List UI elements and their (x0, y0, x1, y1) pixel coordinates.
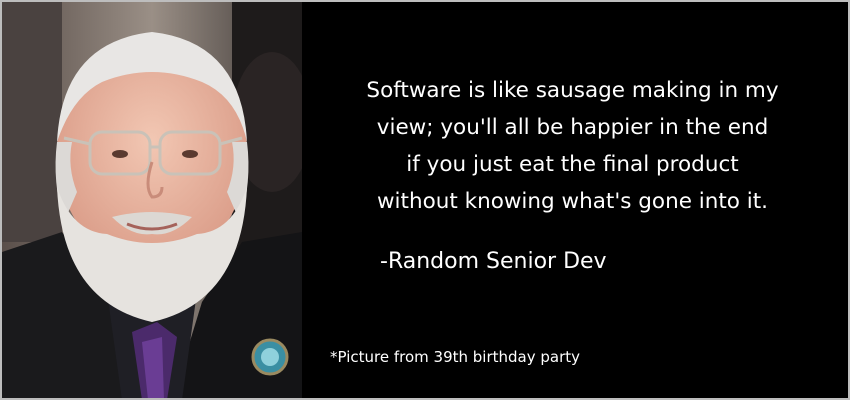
quote-line: Software is like sausage making in my (366, 78, 779, 103)
quote-text: Software is like sausage making in my vi… (320, 72, 825, 220)
quote-line: if you just eat the final product (406, 152, 739, 177)
quote-line: view; you'll all be happier in the end (376, 115, 769, 140)
picture-footnote: *Picture from 39th birthday party (330, 348, 581, 366)
portrait-photo (2, 2, 302, 398)
quote-attribution: -Random Senior Dev (380, 249, 607, 274)
quote-line: without knowing what's gone into it. (376, 189, 769, 214)
